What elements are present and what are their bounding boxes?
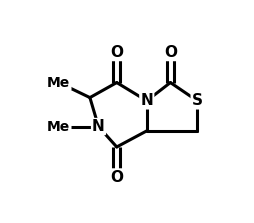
Text: Me: Me (47, 120, 70, 134)
Text: N: N (140, 93, 153, 108)
Text: Me: Me (47, 76, 70, 90)
Text: O: O (163, 45, 176, 60)
Text: S: S (191, 93, 202, 108)
Text: O: O (110, 45, 123, 60)
Text: O: O (110, 169, 123, 184)
Text: N: N (92, 119, 104, 134)
